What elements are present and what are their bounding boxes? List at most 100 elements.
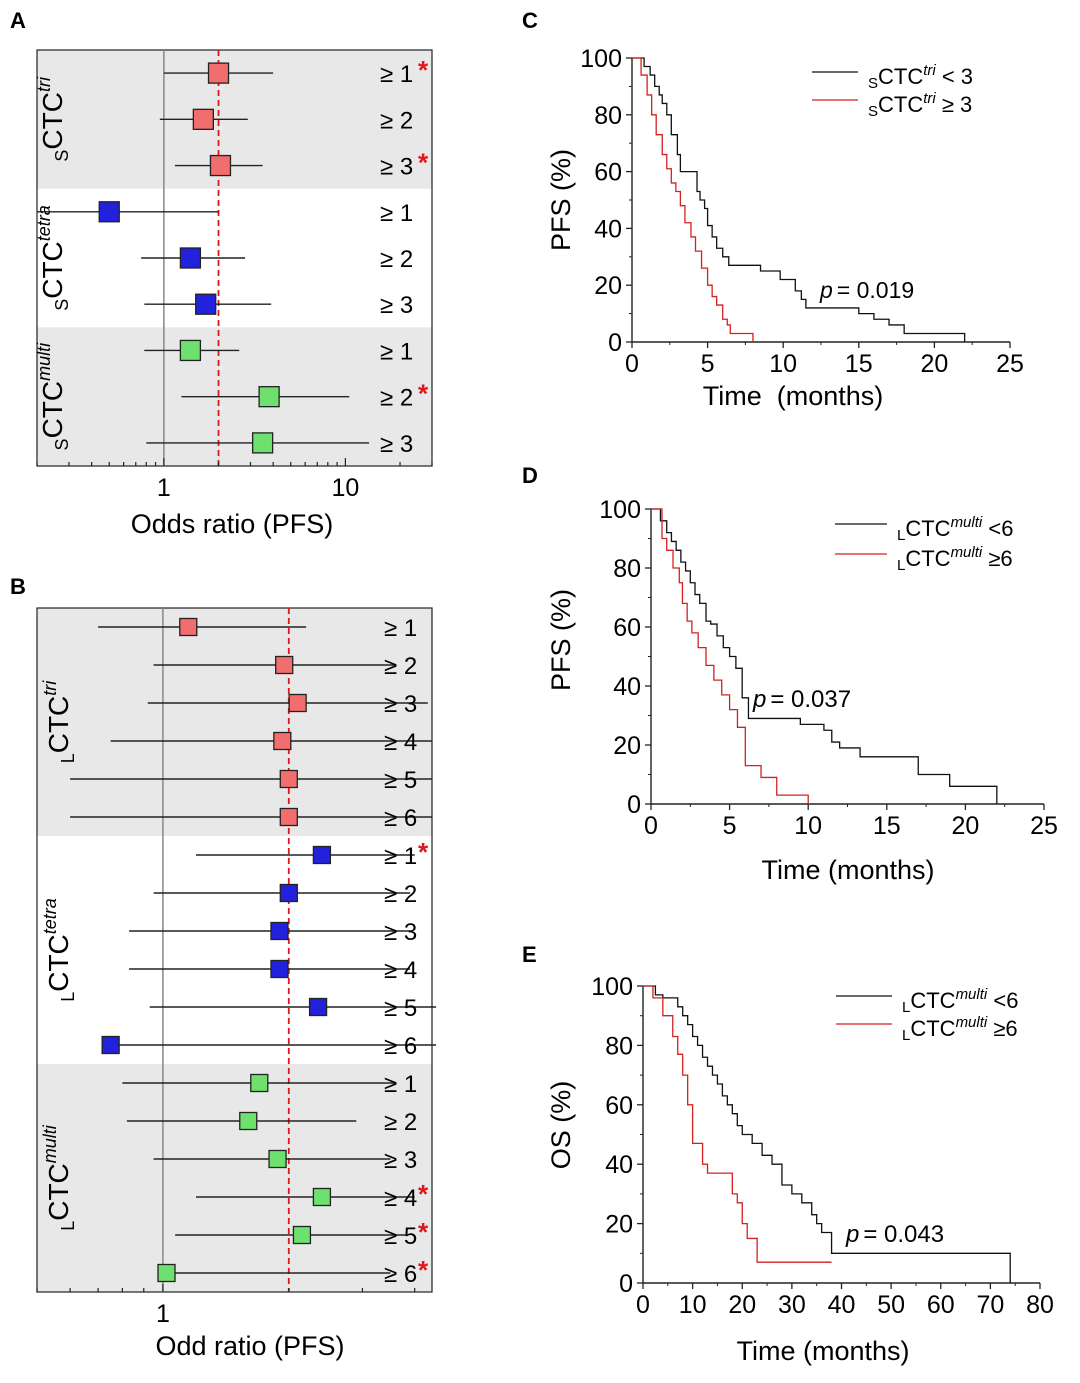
row-label: ≥ 5 <box>384 767 417 794</box>
km-curve-high <box>643 985 832 1263</box>
y-tick-label: 80 <box>613 555 641 583</box>
panel-label-d: D <box>522 463 538 488</box>
or-marker <box>157 1263 176 1283</box>
x-tick-label: 5 <box>723 812 737 840</box>
row-label: ≥ 3 <box>384 1147 417 1174</box>
legend-base: CTC <box>910 1016 955 1041</box>
forest-plot-a: 1 10≥ 1 *≥ 2≥ 3 *≥ 1≥ 2≥ 3≥ 1≥ 2 *≥ 3SCTCtri… <box>34 49 433 502</box>
legend-entry: LCTCmulti ≥6 <box>902 1014 1018 1044</box>
km-e-p-symbol: p <box>845 1221 859 1248</box>
km-c-p-symbol: p <box>819 277 833 303</box>
group-label-base: CTC <box>37 241 68 299</box>
y-tick-label: 0 <box>627 791 641 819</box>
row-label: ≥ 2 <box>384 1109 417 1136</box>
legend-prefix: L <box>902 1027 910 1044</box>
x-tick-label: 10 <box>769 350 797 378</box>
forest-a-xlabel: Odds ratio (PFS) <box>131 509 334 539</box>
group-label-multi: LCTCmulti <box>40 1124 78 1231</box>
x-tick-label: 5 <box>701 350 715 378</box>
y-tick-label: 20 <box>594 272 622 300</box>
x-tick-label: 10 <box>331 474 359 502</box>
legend-base: CTC <box>878 64 923 89</box>
row-label: ≥ 3 <box>380 292 413 319</box>
row-label: ≥ 5 <box>384 1223 417 1250</box>
row-label: ≥ 1 <box>384 615 417 642</box>
x-tick-label: 70 <box>976 1291 1004 1319</box>
or-marker <box>179 617 198 637</box>
y-tick-label: 0 <box>608 329 622 357</box>
group-label-prefix: L <box>58 992 78 1002</box>
plot-frame <box>36 607 433 1293</box>
x-tick-label: 15 <box>845 350 873 378</box>
x-tick-label: 25 <box>996 350 1024 378</box>
group-label-sup: multi <box>34 342 54 381</box>
row-label: ≥ 3 <box>384 919 417 946</box>
km-c-xlabel: Time (months) <box>703 381 884 411</box>
or-marker <box>308 997 328 1017</box>
row-label: ≥ 2 <box>380 385 413 412</box>
group-label-base: CTC <box>37 92 68 150</box>
or-marker <box>251 432 274 454</box>
y-tick-label: 80 <box>594 102 622 130</box>
x-tick-label: 1 <box>156 1300 170 1328</box>
y-tick-label: 20 <box>613 732 641 760</box>
group-label-multi: SCTCmulti <box>34 342 72 451</box>
group-label-prefix: S <box>52 299 72 311</box>
or-marker <box>209 154 232 177</box>
y-tick-label: 60 <box>594 159 622 187</box>
x-tick-label: 0 <box>644 812 658 840</box>
km-d-xlabel: Time (months) <box>761 855 934 885</box>
x-tick-label: 50 <box>877 1291 905 1319</box>
x-tick-label: 10 <box>679 1291 707 1319</box>
group-label-prefix: L <box>58 753 78 763</box>
km-c-pvalue: p = 0.019 <box>819 277 914 303</box>
legend-suffix: ≥6 <box>987 1016 1017 1041</box>
legend-entry: SCTCtri ≥ 3 <box>868 90 972 120</box>
row-label: ≥ 4 <box>384 1185 417 1212</box>
km-e-pvalue-text: = 0.043 <box>863 1221 944 1248</box>
group-label-prefix: S <box>52 438 72 450</box>
x-tick-label: 10 <box>794 812 822 840</box>
x-tick-label: 30 <box>778 1291 806 1319</box>
legend-base: CTC <box>878 92 923 117</box>
row-label: ≥ 2 <box>384 653 417 680</box>
km-d-ylabel: PFS (%) <box>546 589 576 691</box>
or-marker <box>275 655 294 675</box>
y-tick-label: 100 <box>591 973 633 1001</box>
km-curve-high <box>632 57 754 342</box>
significance-star: * <box>418 837 429 867</box>
legend-suffix: ≥6 <box>982 546 1012 571</box>
legend-base: CTC <box>905 546 950 571</box>
row-label: ≥ 3 <box>380 431 413 458</box>
or-marker <box>288 693 307 713</box>
row-label: ≥ 3 <box>380 154 413 181</box>
row-label: ≥ 5 <box>384 995 417 1022</box>
y-tick-label: 40 <box>594 215 622 243</box>
group-label-sup: tri <box>40 680 60 696</box>
or-marker <box>268 1149 287 1169</box>
x-tick-label: 60 <box>927 1291 955 1319</box>
row-label: ≥ 6 <box>384 805 417 832</box>
row-label: ≥ 2 <box>380 246 413 273</box>
km-curve-low <box>632 57 966 342</box>
row-label: ≥ 6 <box>384 1261 417 1288</box>
y-tick-label: 60 <box>605 1092 633 1120</box>
km-d-pvalue-text: = 0.037 <box>770 686 851 713</box>
group-label-sup: tetra <box>34 205 54 241</box>
legend-entry: SCTCtri < 3 <box>868 62 973 92</box>
legend-prefix: S <box>868 75 878 92</box>
or-marker <box>207 62 230 84</box>
group-label-base: CTC <box>43 934 74 992</box>
group-label-tri: LCTCtri <box>40 680 78 764</box>
group-shade-multi <box>37 1064 432 1292</box>
legend-sup: multi <box>951 544 983 561</box>
legend-base: CTC <box>910 988 955 1013</box>
x-tick-label: 20 <box>951 812 979 840</box>
group-label-tetra: LCTCtetra <box>40 898 78 1002</box>
y-tick-label: 0 <box>619 1270 633 1298</box>
legend-suffix: <6 <box>987 988 1018 1013</box>
row-label: ≥ 6 <box>384 1033 417 1060</box>
x-tick-label: 80 <box>1026 1291 1054 1319</box>
